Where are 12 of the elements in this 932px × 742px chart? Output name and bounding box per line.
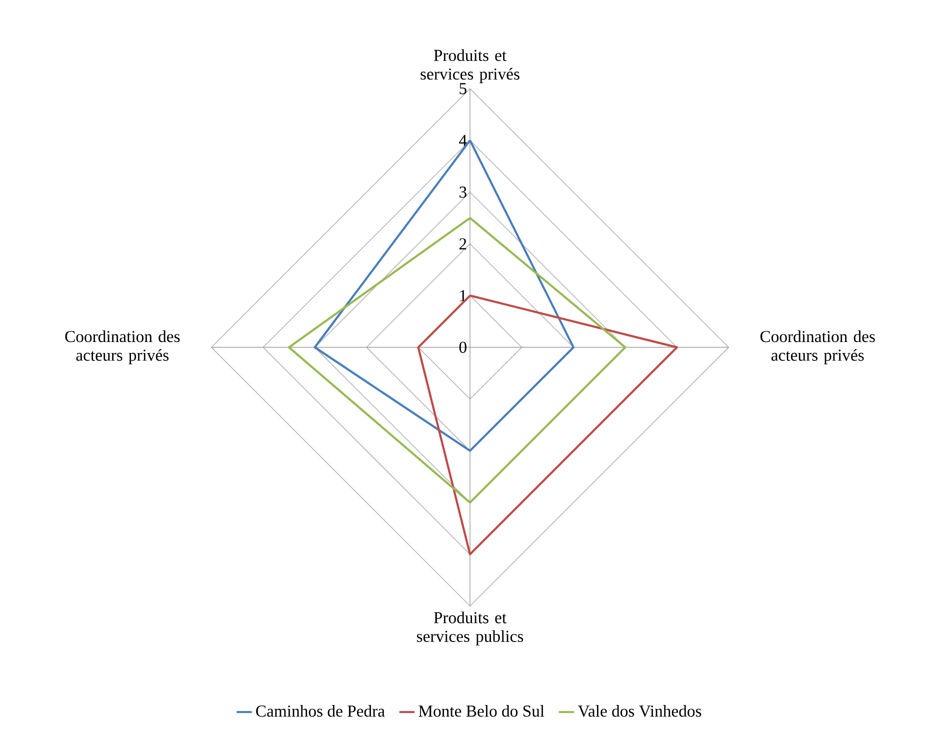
- spoke-label: Coordination des acteurs privés: [760, 330, 875, 364]
- y-tick-label: 2: [459, 238, 466, 250]
- spoke-label: Produits et services privés: [420, 49, 520, 84]
- spoke-label: Produits et services publics: [417, 612, 524, 646]
- y-tick-label: 0: [459, 342, 466, 353]
- y-tick-label: 3: [460, 186, 466, 198]
- legend-label: Monte Belo do Sul: [418, 705, 544, 717]
- y-tick-label: 5: [460, 83, 466, 94]
- y-tick-label: 4: [459, 134, 467, 146]
- legend-label: Vale dos Vinhedos: [578, 705, 702, 717]
- spoke-label: Coordination des acteurs privés: [65, 330, 180, 364]
- legend-label: Caminhos de Pedra: [256, 705, 385, 717]
